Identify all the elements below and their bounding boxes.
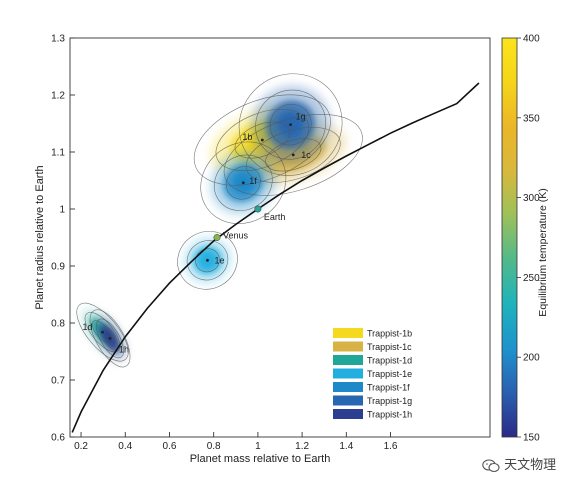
x-axis-label: Planet mass relative to Earth (190, 453, 331, 465)
posterior-contours (76, 73, 363, 368)
legend-swatch-1h (333, 409, 363, 419)
legend-swatch-1c (333, 341, 363, 352)
y-axis-label: Planet radius relative to Earth (34, 165, 46, 309)
x-tick-label: 1.6 (384, 441, 398, 452)
colorbar-tick-label: 200 (523, 353, 540, 364)
watermark-text: 天文物理 (504, 458, 557, 473)
y-tick-label: 1.1 (51, 148, 65, 159)
y-tick-label: 1 (59, 205, 65, 216)
label-1g: 1g (296, 112, 306, 122)
label-1h: 1h (119, 344, 129, 354)
label-1d: 1d (82, 322, 92, 332)
legend-swatch-1e (333, 368, 363, 379)
contour-1g (238, 73, 343, 176)
colorbar-tick-label: 400 (523, 34, 540, 45)
y-tick-label: 0.7 (51, 376, 65, 387)
x-tick-label: 0.2 (74, 441, 88, 452)
y-tick-label: 1.3 (51, 34, 65, 45)
marker-1e (206, 258, 209, 262)
reference-marker-venus (213, 234, 221, 241)
colorbar-tick-label: 150 (523, 433, 540, 444)
colorbar-tick-label: 350 (523, 113, 540, 124)
colorbar-tick-label: 250 (523, 273, 540, 284)
x-tick-label: 1 (255, 441, 261, 452)
colorbar-ticks: 150 200 250 300 350 400 (517, 34, 540, 444)
planet-markers: 1b 1c 1d 1e 1f 1g 1h (82, 112, 311, 355)
marker-1c (291, 153, 295, 157)
marker-1g (289, 123, 293, 127)
y-tick-label: 0.6 (51, 433, 65, 444)
y-axis: 0.6 0.7 0.8 0.9 1 1.1 1.2 1.3 (51, 34, 75, 444)
legend-swatch-1d (333, 355, 363, 365)
contour-1f (200, 141, 287, 224)
wechat-icon (482, 458, 500, 472)
marker-1d (101, 330, 104, 334)
x-axis: 0.2 0.4 0.6 0.8 1 1.2 1.4 1.6 (74, 432, 398, 452)
label-1f: 1f (249, 176, 257, 186)
y-tick-label: 1.2 (51, 91, 65, 102)
legend-label-1b: Trappist-1b (367, 329, 412, 339)
marker-1h (108, 336, 112, 340)
legend-swatch-1f (333, 382, 363, 392)
reference-label-earth: Earth (264, 212, 286, 222)
legend-label-1f: Trappist-1f (367, 383, 410, 393)
colorbar-label: Equilibrium temperature (K) (537, 188, 549, 316)
earth-like-composition-curve (71, 82, 480, 433)
x-tick-label: 1.4 (339, 441, 353, 452)
x-tick-label: 0.8 (207, 441, 221, 452)
marker-1f (241, 181, 245, 185)
label-1b: 1b (242, 132, 252, 142)
legend-swatch-1b (333, 328, 363, 338)
legend-label-1g: Trappist-1g (367, 396, 412, 406)
legend-label-1d: Trappist-1d (367, 356, 412, 366)
legend-label-1e: Trappist-1e (367, 369, 412, 379)
legend-label-1c: Trappist-1c (367, 342, 412, 352)
contour-1e (177, 231, 238, 290)
plot-frame (69, 37, 491, 438)
marker-1b (260, 138, 264, 142)
reference-label-venus: Venus (223, 231, 249, 241)
y-tick-label: 0.9 (51, 262, 65, 273)
colorbar (501, 37, 518, 438)
colorbar-tick-label: 300 (523, 193, 540, 204)
legend-label-1h: Trappist-1h (367, 410, 412, 420)
x-tick-label: 0.4 (118, 441, 132, 452)
legend: Trappist-1b Trappist-1c Trappist-1d Trappis… (333, 328, 412, 420)
reference-planets: Earth Venus (213, 205, 286, 241)
label-1c: 1c (301, 150, 311, 160)
contour-1c (223, 114, 363, 196)
y-tick-label: 0.8 (51, 319, 65, 330)
x-tick-label: 1.2 (295, 441, 309, 452)
x-tick-label: 0.6 (163, 441, 177, 452)
reference-marker-earth (254, 205, 262, 213)
legend-swatch-1g (333, 395, 363, 406)
watermark: 天文物理 (482, 454, 556, 473)
label-1e: 1e (214, 255, 224, 265)
